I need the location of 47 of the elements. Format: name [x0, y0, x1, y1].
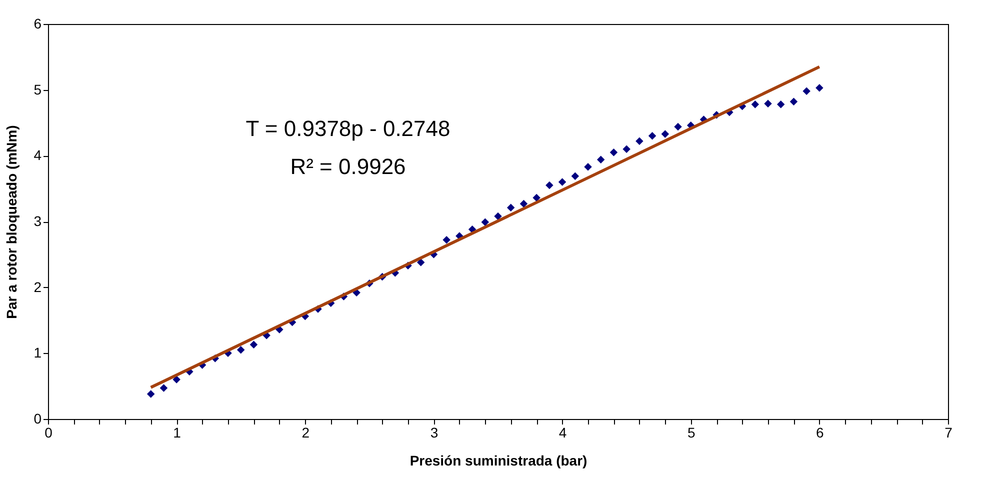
point: [506, 204, 515, 212]
point: [571, 172, 580, 180]
y-tick-label: 6: [34, 16, 42, 32]
y-tick-label: 1: [34, 344, 42, 361]
x-tick-label: 5: [687, 424, 696, 440]
x-tick-label: 0: [44, 424, 53, 440]
point: [596, 156, 605, 164]
point: [532, 194, 540, 202]
point: [816, 84, 824, 92]
point: [610, 148, 618, 156]
point: [558, 178, 566, 186]
point: [584, 162, 592, 171]
y-tick-label: 5: [34, 81, 42, 98]
y-tick-label: 2: [34, 278, 42, 295]
point: [494, 212, 502, 220]
annotation: R² = 0.9926: [290, 154, 406, 179]
x-tick-label: 3: [430, 424, 438, 440]
point: [636, 137, 644, 146]
point: [236, 346, 245, 354]
x-tick-label: 6: [816, 424, 824, 440]
point: [648, 132, 656, 140]
y-tick-label: 4: [34, 147, 42, 164]
point: [674, 122, 682, 131]
point: [160, 384, 168, 392]
y-tick-label: 3: [34, 213, 42, 229]
x-tick-label: 1: [173, 424, 182, 440]
point: [764, 100, 772, 108]
x-tick-label: 7: [944, 424, 953, 440]
point: [790, 98, 798, 106]
point: [146, 390, 155, 398]
x-tick-label: 4: [558, 424, 567, 440]
point: [416, 258, 425, 266]
point: [751, 100, 760, 108]
annotation: T = 0.9378p - 0.2748: [246, 116, 450, 141]
point: [776, 100, 785, 108]
y-axis-title: Par a rotor bloqueado (mNm): [4, 125, 20, 319]
x-axis-title: Presión suministrada (bar): [410, 452, 588, 468]
point: [546, 181, 554, 190]
point: [802, 87, 810, 96]
point: [520, 200, 528, 208]
point: [442, 236, 450, 244]
y-tick-label: 0: [34, 410, 42, 426]
x-tick-label: 2: [302, 424, 310, 440]
point: [250, 340, 258, 348]
point: [661, 130, 670, 138]
point: [622, 145, 630, 153]
point: [481, 218, 490, 226]
